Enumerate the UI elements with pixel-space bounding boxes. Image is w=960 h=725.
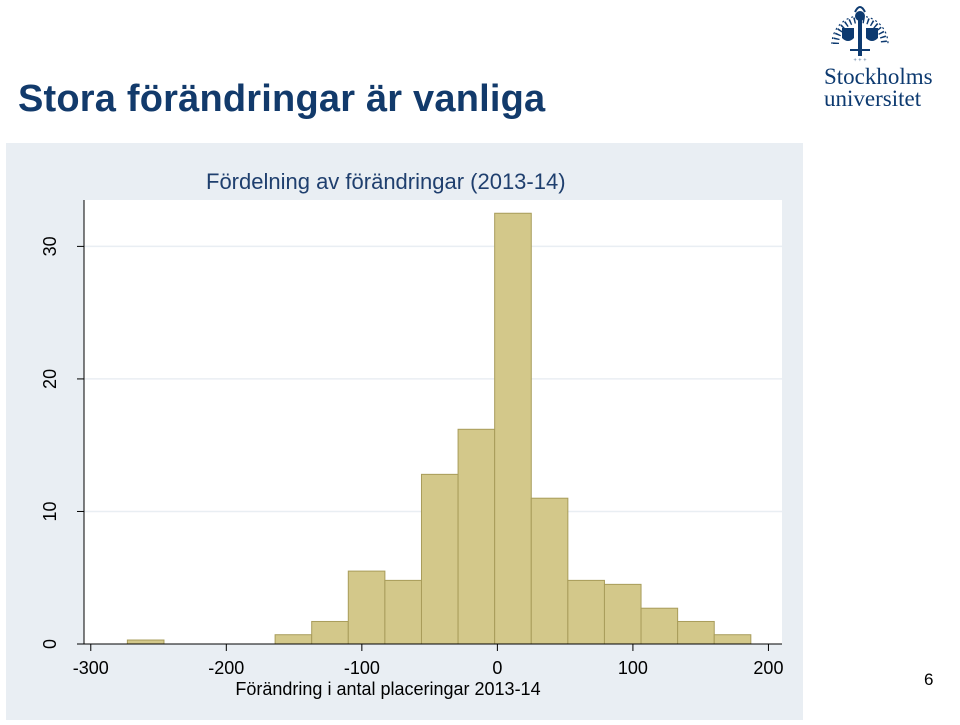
histogram-bar: [347, 570, 386, 645]
page-number: 6: [924, 670, 934, 689]
histogram-bar: [530, 497, 569, 645]
axes: 0 10 20 30 -300 -200 -100 0 100 200: [40, 200, 783, 678]
histogram-bar: [126, 639, 165, 645]
histogram-bar: [274, 634, 313, 645]
y-tick-label: 10: [40, 501, 60, 521]
histogram-bar: [567, 579, 605, 645]
histogram-bars: [126, 212, 752, 645]
slide-title: Stora förändringar är vanliga: [18, 78, 546, 120]
logo-line-1: Stockholms: [824, 64, 933, 89]
histogram-bar: [713, 634, 752, 645]
university-seal-icon: + + +: [831, 6, 889, 64]
histogram-panel: Fördelning av förändringar (2013-14) 0 10…: [6, 143, 803, 720]
histogram-chart: Fördelning av förändringar (2013-14) 0 10…: [40, 169, 783, 699]
x-tick-label: -200: [208, 658, 244, 678]
x-tick-label: -300: [73, 658, 109, 678]
y-tick-label: 20: [40, 369, 60, 389]
university-logo: + + + Stockholms universitet: [822, 4, 956, 116]
x-tick-label: -100: [344, 658, 380, 678]
histogram-bar: [311, 620, 349, 645]
chart-title: Fördelning av förändringar (2013-14): [206, 169, 566, 194]
histogram-bar: [384, 579, 422, 645]
x-tick-label: 100: [618, 658, 648, 678]
logo-line-2: universitet: [824, 86, 922, 111]
histogram-bar: [420, 473, 459, 645]
x-tick-label: 0: [492, 658, 502, 678]
y-tick-label: 30: [40, 236, 60, 256]
histogram-bar: [640, 607, 679, 645]
histogram-bar: [494, 212, 532, 645]
svg-text:+ + +: + + +: [853, 58, 867, 64]
histogram-bar: [457, 428, 496, 645]
x-axis-label: Förändring i antal placeringar 2013-14: [235, 679, 540, 699]
histogram-bar: [603, 583, 642, 645]
x-tick-label: 200: [753, 658, 783, 678]
y-tick-label: 0: [40, 639, 60, 649]
histogram-bar: [677, 620, 715, 645]
